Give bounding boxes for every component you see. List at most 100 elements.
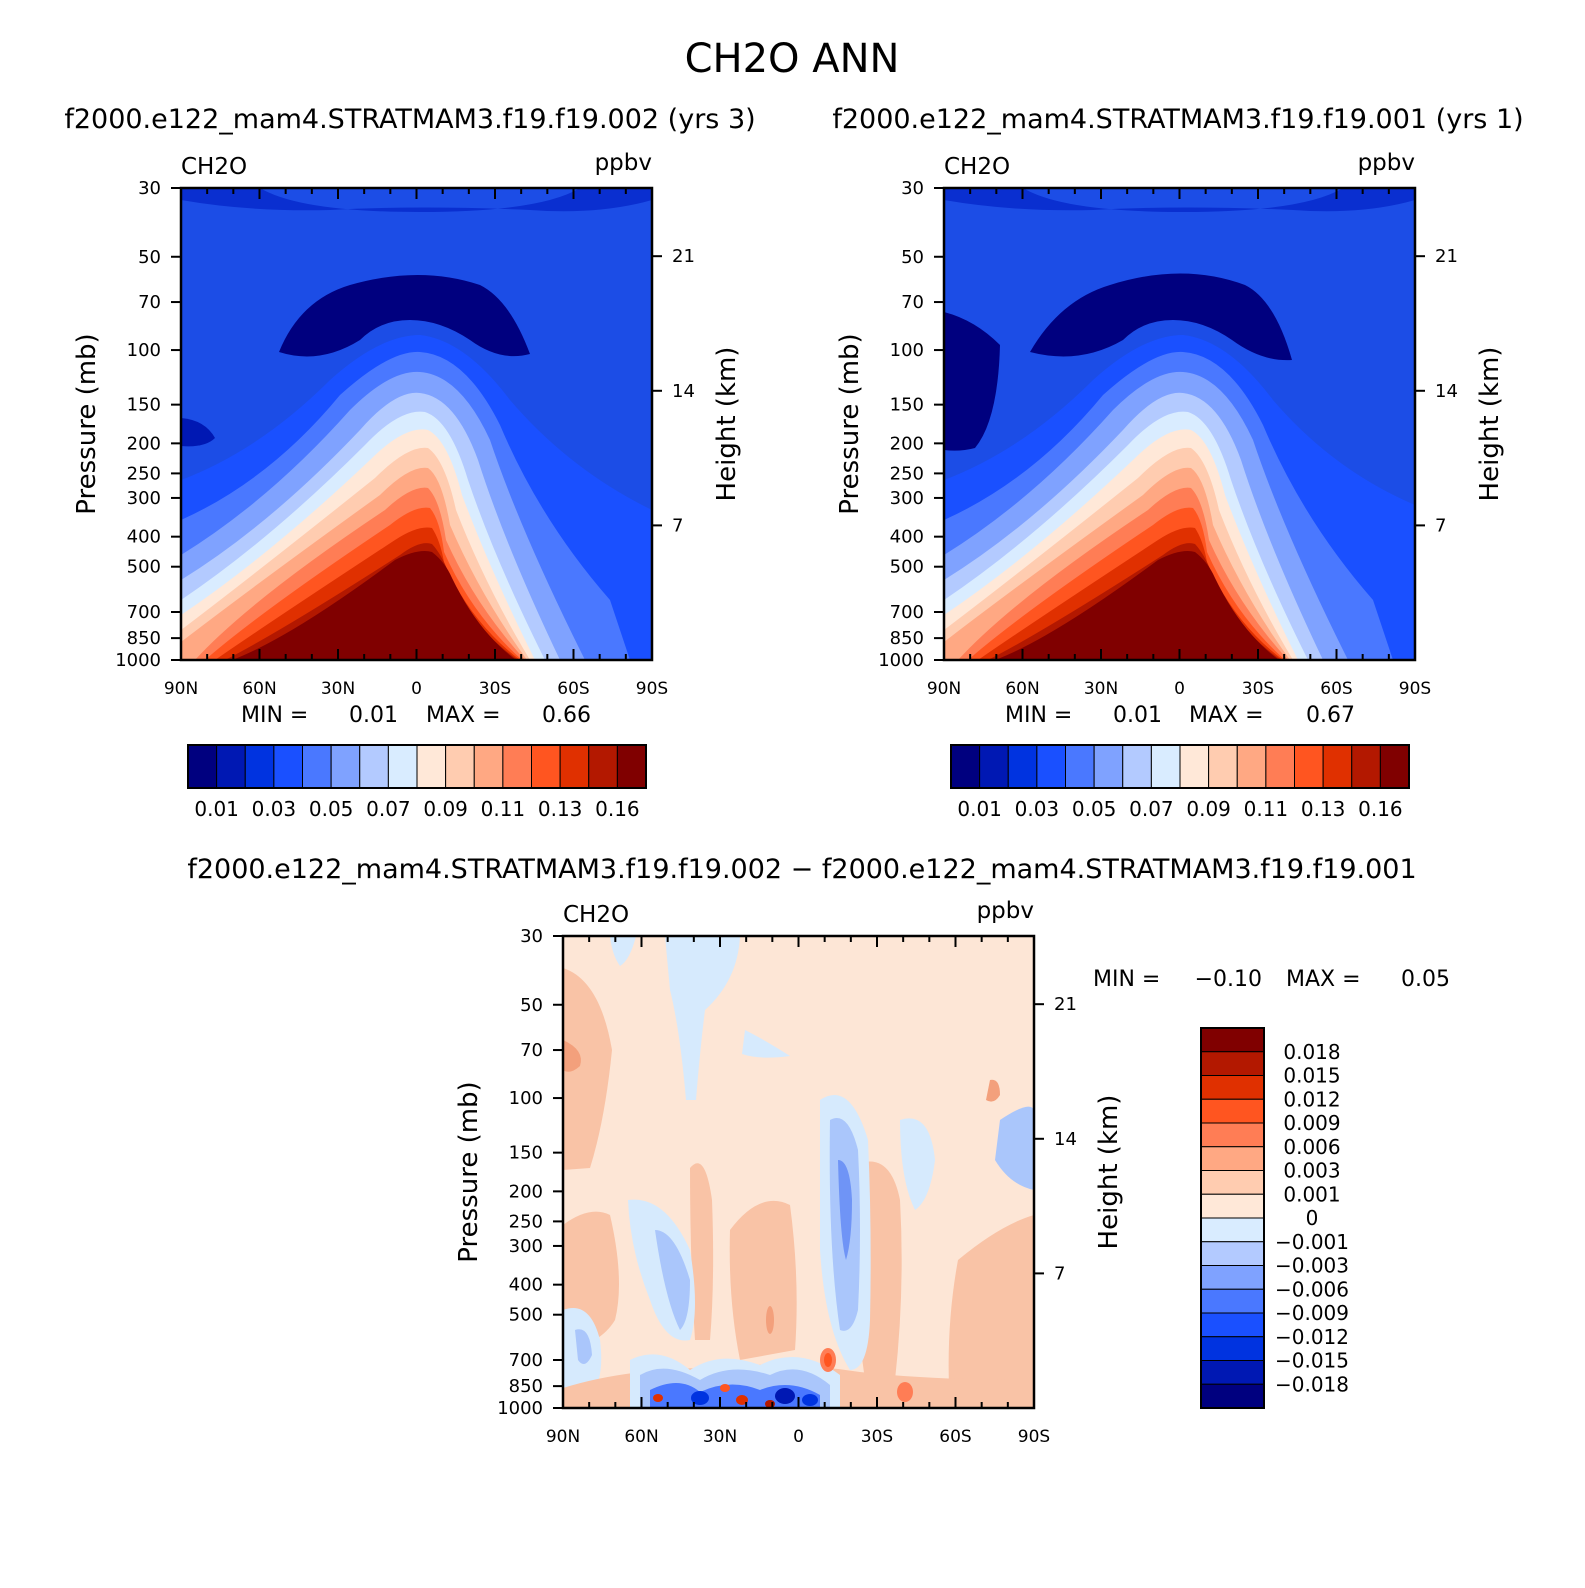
panel3-colorbar-swatch <box>1200 1312 1265 1338</box>
panel3-colorbar-label: 0.009 <box>1283 1111 1340 1135</box>
panel3-colorbar-label: 0.015 <box>1283 1064 1340 1088</box>
panel2-ytick-label: 50 <box>901 247 924 268</box>
panel3-colorbar-swatch <box>1200 1027 1265 1053</box>
panel2-colorbar-swatch <box>1208 744 1238 789</box>
panel1-title: f2000.e122_mam4.STRATMAM3.f19.f19.002 (y… <box>64 104 755 135</box>
panel1-y-axis-label: Pressure (mb) <box>72 333 102 514</box>
panel3-right-axis-label: Height (km) <box>1094 1095 1124 1250</box>
panel3-ytick-label: 400 <box>509 1275 543 1296</box>
panel2-colorbar-swatch <box>1322 744 1353 789</box>
panel2-colorbar-label: 0.03 <box>1015 797 1060 821</box>
panel1-colorbar-swatch <box>416 744 447 789</box>
panel2-ytick-label: 70 <box>901 292 924 313</box>
panel3-colorbar-swatch <box>1200 1288 1265 1314</box>
panel2-max-value: 0.67 <box>1306 703 1355 728</box>
panel2-min-label: MIN = <box>1005 703 1072 728</box>
panel3-colorbar-swatch <box>1200 1098 1265 1124</box>
panel2-colorbar-swatch <box>1093 744 1124 789</box>
panel3-xtick-label: 60N <box>624 1427 658 1447</box>
panel1-colorbar-swatch <box>273 744 303 789</box>
panel1-left-label: CH2O <box>181 154 247 180</box>
panel2-xtick-label: 0 <box>1174 679 1185 699</box>
panel1-colorbar-label: 0.09 <box>423 797 468 821</box>
panel3-ytick-label: 30 <box>520 926 543 947</box>
panel2-ytick-label: 150 <box>890 395 924 416</box>
panel1-colorbar-swatch <box>559 744 590 789</box>
panel2-ytick-label: 1000 <box>878 650 924 671</box>
panel1-ytick-label: 300 <box>127 488 161 509</box>
panel3-xtick-label: 0 <box>793 1427 804 1447</box>
panel3-colorbar-swatch <box>1200 1241 1265 1266</box>
panel1-right-axis-label: Height (km) <box>712 347 742 502</box>
panel1-ytick-label: 700 <box>127 602 161 623</box>
panel1-ytick-label: 30 <box>138 178 161 199</box>
panel2-colorbar-label: 0.13 <box>1301 797 1346 821</box>
panel3-height-tick-label: 14 <box>1054 1129 1077 1150</box>
panel3-colorbar-swatch <box>1200 1146 1265 1171</box>
panel3-title: f2000.e122_mam4.STRATMAM3.f19.f19.002 − … <box>187 854 1416 885</box>
panel1-colorbar-swatch <box>473 744 504 789</box>
panel1-xtick-label: 90S <box>636 679 668 699</box>
panel3-ytick-label: 150 <box>509 1143 543 1164</box>
panel1-max-label: MAX = <box>426 703 501 728</box>
panel2-ytick-label: 200 <box>890 433 924 454</box>
panel3-colorbar-swatch <box>1200 1383 1265 1409</box>
panel3-ytick-label: 50 <box>520 995 543 1016</box>
panel1-ytick-label: 400 <box>127 527 161 548</box>
panel1-colorbar-swatch <box>531 744 561 789</box>
panel1-max-value: 0.66 <box>542 703 591 728</box>
panel1-colorbar: 0.01 0.03 0.05 0.07 0.09 0.11 0.13 0.16 <box>187 744 647 821</box>
panel2-xtick-label: 60S <box>1320 679 1352 699</box>
panel3-min-label: MIN = <box>1093 967 1160 992</box>
panel1-axes: 3050701001502002503004005007008501000211… <box>115 178 695 699</box>
panel3-colorbar-swatch <box>1200 1336 1265 1361</box>
panel3-xtick-label: 30S <box>861 1427 893 1447</box>
panel2-contour-field <box>944 188 1415 660</box>
panel1-xtick-label: 90N <box>164 679 198 699</box>
panel2-colorbar-swatch <box>1379 744 1410 789</box>
panel2-ytick-label: 700 <box>890 602 924 623</box>
panel1-ytick-label: 100 <box>127 340 161 361</box>
panel2-ytick-label: 250 <box>890 463 924 484</box>
panel1-colorbar-swatch <box>216 744 246 789</box>
panel3-xtick-label: 60S <box>939 1427 971 1447</box>
panel3-colorbar-swatch <box>1200 1193 1265 1219</box>
panel3-ytick-label: 500 <box>509 1305 543 1326</box>
panel1-ytick-label: 50 <box>138 247 161 268</box>
panel3-right-label: ppbv <box>977 898 1034 924</box>
panel1-colorbar-swatch <box>616 744 647 789</box>
panel3-colorbar-frame <box>1200 1027 1265 1409</box>
panel2-xtick-label: 90N <box>927 679 961 699</box>
panel2-axes: 3050701001502002503004005007008501000211… <box>878 178 1458 699</box>
panel1-colorbar-frame <box>187 744 647 789</box>
panel1-contour-field <box>181 188 652 660</box>
panel1-colorbar-swatch <box>387 744 418 789</box>
panel3-colorbar-label: 0.001 <box>1283 1182 1340 1206</box>
panel3-max-value: 0.05 <box>1401 967 1450 992</box>
panel3-colorbar-swatch <box>1200 1360 1265 1385</box>
panel2-xtick-label: 30S <box>1242 679 1274 699</box>
panel3-ytick-label: 1000 <box>497 1398 543 1419</box>
panel3-colorbar-label: −0.001 <box>1275 1230 1349 1254</box>
panel2-xtick-label: 30N <box>1084 679 1118 699</box>
panel3-colorbar-swatch <box>1200 1265 1265 1290</box>
panel2-ytick-label: 100 <box>890 340 924 361</box>
panel1-colorbar-swatch <box>445 744 475 789</box>
panel2-min-value: 0.01 <box>1113 703 1162 728</box>
panel3-colorbar-swatch <box>1200 1170 1265 1195</box>
panel2-colorbar-label: 0.11 <box>1244 797 1289 821</box>
panel2-ytick-label: 400 <box>890 527 924 548</box>
panel2-colorbar-label: 0.07 <box>1129 797 1174 821</box>
panel2-colorbar-swatch <box>1236 744 1267 789</box>
panel2-colorbar-swatch <box>1179 744 1210 789</box>
panel2-colorbar: 0.01 0.03 0.05 0.07 0.09 0.11 0.13 0.16 <box>950 744 1410 821</box>
panel1-colorbar-swatch <box>502 744 532 789</box>
panel3-ytick-label: 70 <box>520 1040 543 1061</box>
panel3-y-axis-label: Pressure (mb) <box>454 1081 484 1262</box>
panel3-colorbar-swatch <box>1200 1075 1265 1100</box>
panel3-colorbar: 0.0180.0150.0120.0090.0060.0030.0010−0.0… <box>1200 1027 1349 1409</box>
panel3-colorbar-label: −0.009 <box>1275 1301 1349 1325</box>
panel1-colorbar-swatch <box>187 744 218 789</box>
panel3-colorbar-label: 0.006 <box>1283 1135 1340 1159</box>
